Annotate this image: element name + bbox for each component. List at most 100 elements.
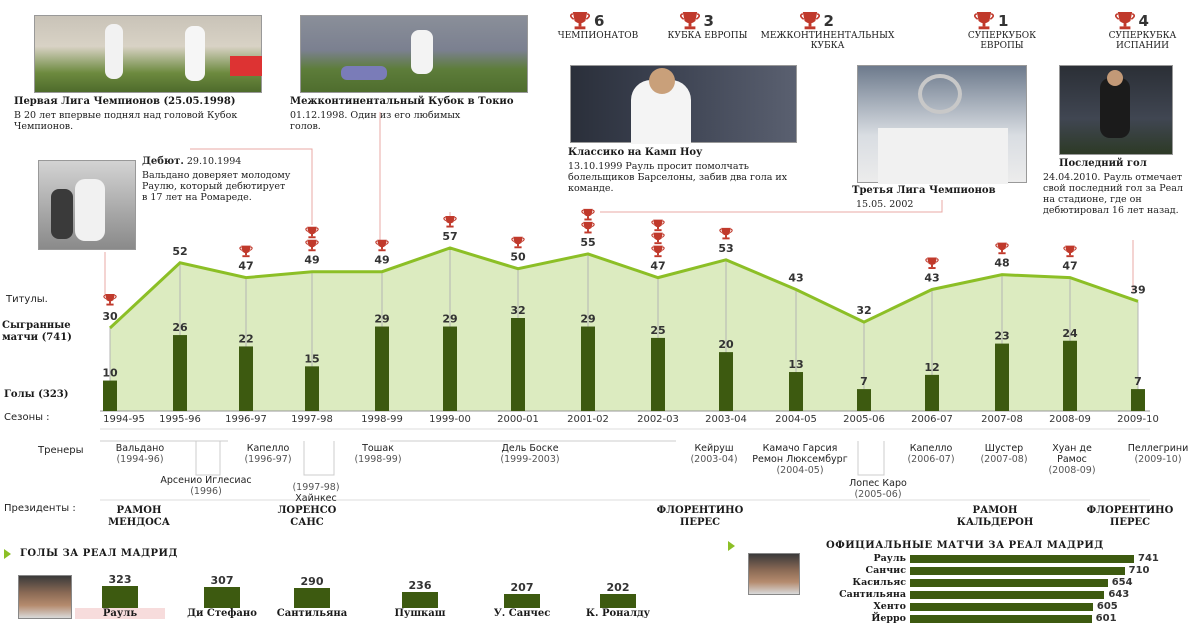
caption-third-champions-league: Третья Лига Чемпионов 15.05. 2002: [852, 185, 1037, 210]
matches-line: [108, 246, 1139, 330]
photo-intercontinental-cup: [300, 15, 528, 93]
trophy-intercontinental-icon: [799, 12, 820, 30]
coach-camacho-remon-luxemburgo: Камачо Гарсия Ремон Люксембург (2004-05): [752, 443, 848, 476]
caption-debut: Дебют. 29.10.1994 Вальдано доверяет моло…: [142, 156, 292, 203]
coach-years: (1996-97): [244, 454, 292, 465]
matches-value-label: 47: [650, 260, 665, 273]
season-trophy-icon: [443, 216, 457, 228]
avatar-raul-goals: [18, 575, 72, 619]
coach-name: Вальдано: [115, 443, 165, 454]
season-trophy-icon: [651, 232, 665, 245]
coach-years: (2007-08): [980, 454, 1028, 465]
season-tick-label: 2006-07: [911, 414, 953, 425]
section-matches-bullet: [728, 541, 735, 551]
trophy-league-icon: [569, 12, 591, 30]
season-trophy-icon: [651, 245, 665, 258]
season-trophy-icon: [581, 221, 595, 234]
matches-value-label: 39: [1130, 283, 1145, 296]
goals-bar: [443, 326, 457, 411]
trophy-europe-icon: [679, 12, 700, 30]
goals-value-label: 29: [580, 313, 595, 326]
season-trophy-icon: [511, 236, 525, 249]
caption-camp-nou-clasico: Классико на Камп Ноу 13.10.1999 Рауль пр…: [568, 147, 818, 194]
coach-years: (2009-10): [1134, 454, 1182, 465]
goals-bar: [173, 335, 187, 411]
matches-rank-value: 710: [1128, 565, 1150, 576]
goals-bar: [511, 318, 525, 411]
matches-rank-name: Йерро: [808, 613, 906, 624]
season-tick-label: 2009-10: [1117, 414, 1159, 425]
matches-value-label: 49: [304, 254, 319, 267]
matches-rank-bar: [910, 555, 1134, 563]
photo-camp-nou-clasico: [570, 65, 797, 144]
goals-bar: [375, 326, 389, 411]
goals-value-label: 32: [510, 304, 525, 317]
caption-title: Классико на Камп Ноу: [568, 147, 703, 158]
season-trophy-icon: [925, 257, 939, 270]
goals-rank-bar: [204, 587, 240, 608]
goals-value-label: 13: [788, 358, 803, 371]
matches-rank-bar: [910, 579, 1108, 587]
goals-bar: [925, 374, 939, 411]
president-ramon-calderon: РАМОН КАЛЬДЕРОН: [956, 505, 1034, 528]
matches-rank-value: 601: [1095, 613, 1117, 624]
trophy-europe-icon: [679, 12, 700, 30]
coach-lopez-caro: Лопес Каро (2005-06): [838, 478, 918, 500]
coach-capello-2: Капелло (2006-07): [893, 443, 969, 465]
season-trophy-icon: [305, 239, 319, 252]
coach-years: (1999-2003): [500, 454, 560, 465]
goals-rank-name: К. Роналду: [585, 608, 651, 619]
row-label-played: Сыгранные матчи (741): [2, 320, 72, 343]
matches-value-label: 47: [238, 260, 253, 273]
matches-value-label: 43: [924, 271, 939, 284]
goals-bar: [651, 337, 665, 411]
section-matches-title: ОФИЦИАЛЬНЫЕ МАТЧИ ЗА РЕАЛ МАДРИД: [826, 540, 1104, 551]
caption-intercontinental-cup: Межконтинентальный Кубок в Токио 01.12.1…: [290, 96, 560, 132]
caption-text: 15.05. 2002: [856, 199, 914, 210]
season-trophies: [103, 208, 1077, 306]
summary-item: 6 ЧЕМПИОНАТОВ: [528, 8, 668, 54]
season-tick-label: 2002-03: [637, 414, 679, 425]
caption-title: Последний гол: [1059, 158, 1147, 169]
matches-value-label: 47: [1062, 260, 1077, 273]
matches-value-label: 53: [718, 242, 733, 255]
goals-value-label: 10: [102, 367, 118, 380]
coach-years: (1998-99): [354, 454, 402, 465]
president-ramon-mendoza: РАМОН МЕНДОСА: [108, 505, 170, 528]
row-label-presidents: Президенты :: [4, 503, 76, 514]
matches-rank-value: 605: [1096, 601, 1118, 612]
coach-name: Капелло: [246, 443, 290, 454]
goals-bar: [581, 326, 595, 411]
coach-name: Шустер: [984, 443, 1024, 454]
season-trophy-icon: [239, 245, 253, 258]
coach-valdano: Вальдано (1994-96): [100, 443, 180, 465]
matches-rank-name: Хенто: [808, 601, 906, 612]
goals-rank-name: Сантильяна: [276, 608, 348, 619]
goals-value-label: 25: [650, 324, 665, 337]
season-trophy-icon: [651, 219, 665, 232]
row-label-goals: Голы (323): [4, 389, 69, 400]
matches-value-label: 49: [374, 254, 389, 267]
goals-value-label: 23: [994, 330, 1009, 343]
trophy-league-icon: [569, 12, 591, 30]
coach-name: Хайнкес: [295, 493, 337, 504]
goals-value-label: 29: [442, 313, 457, 326]
coach-years: (2008-09): [1048, 465, 1096, 476]
goals-rank-name: Ди Стефано: [187, 608, 257, 619]
goals-value-label: 26: [172, 321, 188, 334]
matches-rank-name: Рауль: [808, 553, 906, 564]
season-tick-label: 2005-06: [843, 414, 885, 425]
caption-text: 01.12.1998. Один из его любимых голов.: [290, 110, 461, 132]
caption-title: Первая Лига Чемпионов (25.05.1998): [14, 96, 236, 107]
goals-bar: [1063, 340, 1077, 411]
goals-value-label: 22: [238, 332, 253, 345]
matches-value-label: 57: [442, 230, 457, 243]
season-trophy-icon: [305, 226, 319, 239]
coach-name: Кейруш: [694, 443, 734, 454]
coach-name: Хуан де Рамос: [1052, 443, 1092, 465]
season-tick-label: 1994-95: [103, 414, 145, 425]
leader-line: [600, 200, 943, 213]
goals-value-label: 7: [860, 375, 868, 388]
goals-bar: [103, 380, 117, 411]
goals-bar: [789, 372, 803, 411]
